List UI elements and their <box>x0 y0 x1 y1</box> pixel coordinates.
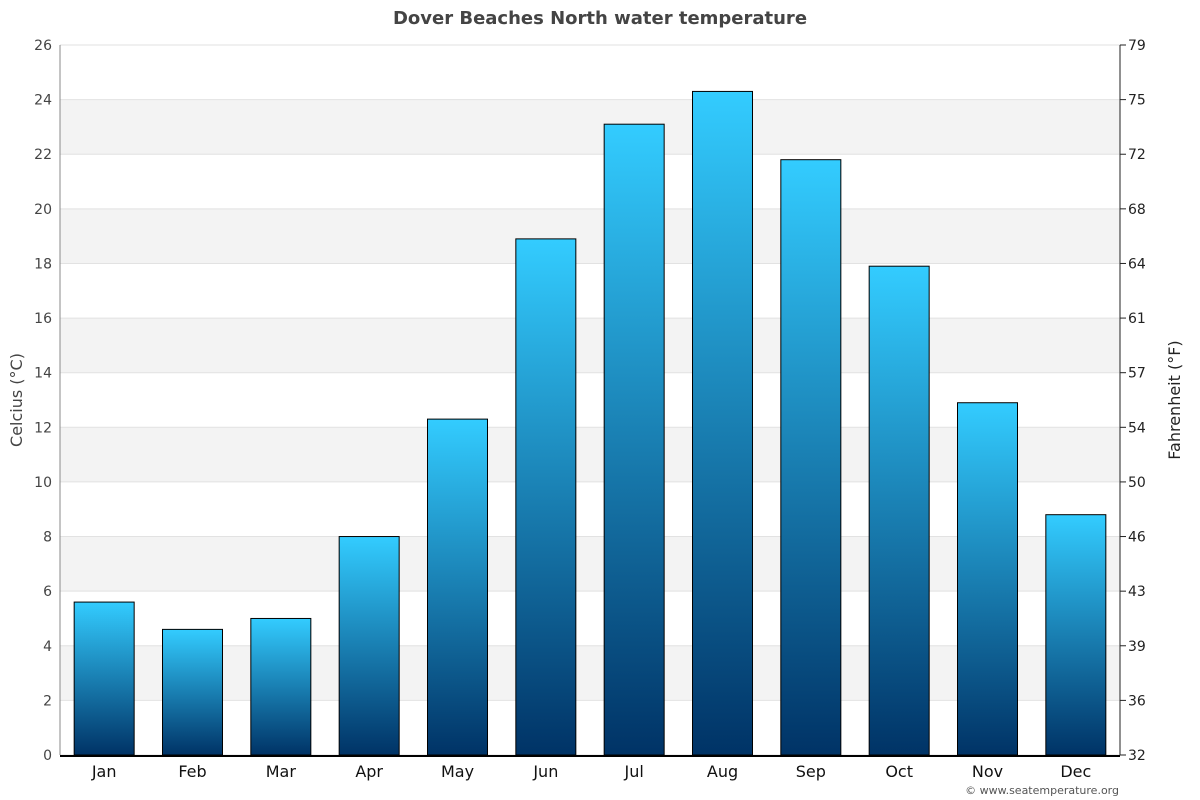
x-tick-label: Dec <box>1060 762 1091 781</box>
y-tick-label: 6 <box>43 584 52 600</box>
y-tick-label-right: 72 <box>1128 147 1146 163</box>
grid-band <box>60 99 1120 155</box>
y-tick-label: 16 <box>34 311 52 327</box>
y-tick-label: 20 <box>34 202 52 218</box>
credit: © www.seatemperature.org <box>965 784 1119 797</box>
y-tick-label: 18 <box>34 256 52 272</box>
y-tick-label-right: 64 <box>1128 256 1146 272</box>
y-axis-label-right: Fahrenheit (°F) <box>1165 340 1184 459</box>
y-tick-label-right: 36 <box>1128 693 1146 709</box>
y-tick-label: 12 <box>34 420 52 436</box>
y-tick-label-right: 39 <box>1128 639 1146 655</box>
bar-jan <box>73 601 135 756</box>
bar-nov <box>957 402 1018 756</box>
x-tick-label: Oct <box>885 762 913 781</box>
y-tick-label-right: 46 <box>1128 530 1146 546</box>
y-tick-label-right: 68 <box>1128 202 1146 218</box>
bar-mar <box>250 617 312 756</box>
bar-oct <box>868 265 930 756</box>
y-tick-label-right: 61 <box>1128 311 1146 327</box>
x-tick-label: May <box>441 762 474 781</box>
y-axis-label-left: Celcius (°C) <box>7 353 26 447</box>
y-tick-label: 26 <box>34 38 52 54</box>
y-tick-label-right: 50 <box>1128 475 1146 491</box>
x-tick-label: Sep <box>796 762 826 781</box>
y-tick-label-right: 75 <box>1128 93 1146 109</box>
bar-jun <box>515 238 577 756</box>
y-tick-label-right: 57 <box>1128 366 1146 382</box>
bar-aug <box>692 90 753 756</box>
y-tick-label: 0 <box>43 748 52 764</box>
chart-title: Dover Beaches North water temperature <box>393 8 807 29</box>
y-tick-label: 14 <box>34 366 52 382</box>
y-tick-label: 2 <box>43 693 52 709</box>
bar-apr <box>338 536 400 756</box>
grid-band <box>60 208 1120 264</box>
x-tick-label: Mar <box>266 762 297 781</box>
y-tick-label: 24 <box>34 93 52 109</box>
x-tick-label: Feb <box>178 762 206 781</box>
bar-may <box>427 418 488 756</box>
y-tick-label: 8 <box>43 530 52 546</box>
y-tick-label-right: 43 <box>1128 584 1146 600</box>
y-tick-label: 10 <box>34 475 52 491</box>
grid-band <box>60 318 1120 373</box>
grid-band <box>60 645 1120 701</box>
y-tick-label: 22 <box>34 147 52 163</box>
y-tick-label: 4 <box>43 639 52 655</box>
x-tick-label: Jan <box>91 762 117 781</box>
bar-sep <box>780 159 842 756</box>
y-tick-label-right: 79 <box>1128 38 1146 54</box>
bar-dec <box>1045 514 1107 756</box>
bar-jul <box>603 123 665 756</box>
x-tick-label: Nov <box>972 762 1003 781</box>
y-tick-label-right: 54 <box>1128 420 1146 436</box>
grid-band <box>60 427 1120 482</box>
grid-band <box>60 536 1120 592</box>
x-tick-label: Jul <box>624 762 644 781</box>
x-tick-label: Jun <box>532 762 558 781</box>
bar-feb <box>162 628 223 756</box>
x-tick-label: Aug <box>707 762 738 781</box>
x-tick-label: Apr <box>355 762 383 781</box>
y-tick-label-right: 32 <box>1128 748 1146 764</box>
